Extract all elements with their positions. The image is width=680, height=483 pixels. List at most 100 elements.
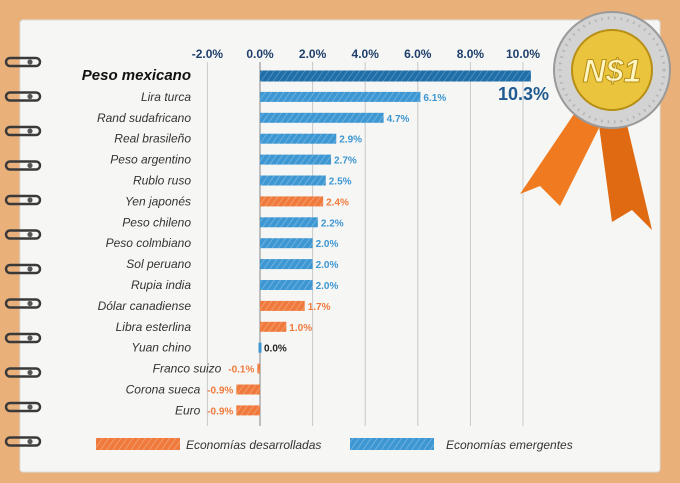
spiral-hole [27, 404, 33, 410]
bar [260, 133, 337, 144]
legend-label-emergentes: Economías emergentes [446, 438, 573, 452]
medal-ribbon-left [520, 108, 604, 206]
x-tick-label: 6.0% [404, 47, 432, 61]
value-labels: 10.3% 6.1% 4.7% 2.9% 2.7% 2.5% 2.4% 2.2% 2.0% 2.0… [207, 84, 549, 417]
spiral-hole [27, 231, 33, 238]
spiral-ring [4, 56, 42, 68]
category-label: Peso chileno [122, 215, 191, 229]
spiral-ring [4, 160, 42, 171]
spiral-ring [4, 194, 42, 206]
bar [260, 300, 305, 311]
spiral-hole [27, 438, 33, 445]
x-tick-label: -2.0% [192, 47, 224, 61]
value-label: 1.7% [308, 302, 331, 313]
value-label: 2.0% [316, 239, 339, 250]
medal-text: N$1 [583, 53, 642, 89]
legend-swatch-desarrolladas [96, 438, 180, 450]
category-label: Peso mexicano [82, 67, 191, 84]
bar [258, 342, 262, 353]
bar [260, 154, 332, 165]
spiral-hole [27, 300, 33, 307]
x-axis-ticks: -2.0% 0.0% 2.0% 4.0% 6.0% 8.0% 10.0% [192, 47, 541, 61]
value-label: -0.9% [207, 386, 233, 397]
bar [260, 91, 421, 102]
category-label: Peso argentino [110, 153, 191, 167]
category-label: Corona sueca [126, 383, 201, 397]
value-label: 2.5% [329, 177, 352, 188]
x-tick-label: 2.0% [299, 47, 327, 61]
notebook-spiral [4, 56, 42, 447]
spiral-ring [4, 91, 42, 102]
spiral-hole [27, 59, 33, 65]
category-label: Dólar canadiense [98, 299, 192, 313]
spiral-ring [4, 367, 42, 378]
value-label: 6.1% [423, 93, 446, 104]
value-label: 10.3% [498, 84, 549, 104]
bar [260, 238, 313, 249]
category-label: Euro [175, 403, 201, 417]
bars [236, 70, 531, 416]
notebook-paper [19, 19, 661, 473]
legend: Economías desarrolladas Economías emergen… [96, 438, 573, 452]
value-label: 1.0% [289, 323, 312, 334]
bar [260, 321, 287, 332]
value-label: 2.0% [316, 260, 339, 271]
legend-label-desarrolladas: Economías desarrolladas [186, 438, 321, 452]
bar [260, 112, 384, 123]
value-label: 2.2% [321, 218, 344, 229]
x-tick-label: 4.0% [352, 47, 380, 61]
bar [260, 217, 318, 228]
bar [260, 175, 326, 186]
peso-coin-icon [571, 29, 653, 111]
category-label: Yen japonés [125, 194, 191, 208]
category-label: Real brasileño [114, 132, 191, 146]
bar [257, 363, 260, 374]
medal: N$1 [520, 11, 671, 230]
spiral-ring [4, 125, 42, 137]
category-label: Rand sudafricano [97, 111, 191, 125]
category-labels: Peso mexicano Lira turca Rand sudafricano R… [82, 67, 222, 417]
x-tick-label: 0.0% [246, 47, 274, 61]
value-label: -0.9% [207, 406, 233, 417]
bar [260, 280, 313, 290]
value-label: 4.7% [387, 114, 410, 125]
x-tick-label: 8.0% [457, 47, 485, 61]
spiral-hole [27, 369, 33, 376]
category-label: Peso colmbiano [106, 236, 192, 250]
spiral-hole [27, 266, 33, 272]
value-label: 2.4% [326, 197, 349, 208]
category-label: Rublo ruso [133, 174, 191, 188]
bar [260, 259, 313, 270]
medal-ring-dots [558, 16, 666, 124]
x-tick-label: 10.0% [506, 47, 540, 61]
category-label: Yuan chino [131, 341, 191, 355]
spiral-hole [27, 128, 33, 134]
medal-ribbon-right [598, 112, 652, 230]
value-label: -0.1% [228, 365, 254, 376]
spiral-ring [4, 229, 42, 240]
spiral-ring [4, 332, 42, 344]
value-label: 2.0% [316, 281, 339, 292]
bar [260, 70, 531, 82]
spiral-ring [4, 263, 42, 275]
category-label: Franco suizo [153, 362, 222, 376]
category-label: Sol peruano [126, 257, 191, 271]
value-label: 0.0% [264, 344, 287, 355]
value-label: 2.9% [339, 135, 362, 146]
spiral-hole [27, 197, 33, 203]
bar [236, 405, 260, 416]
value-label: 2.7% [334, 156, 357, 167]
category-label: Rupia india [131, 278, 191, 292]
spiral-hole [27, 162, 33, 169]
spiral-hole [27, 335, 33, 341]
category-label: Lira turca [141, 90, 191, 104]
legend-swatch-emergentes [350, 438, 434, 450]
spiral-ring [4, 298, 42, 309]
spiral-ring [4, 401, 42, 413]
spiral-hole [27, 93, 33, 100]
bar [236, 384, 260, 395]
spiral-ring [4, 436, 42, 447]
category-label: Libra esterlina [116, 320, 192, 334]
